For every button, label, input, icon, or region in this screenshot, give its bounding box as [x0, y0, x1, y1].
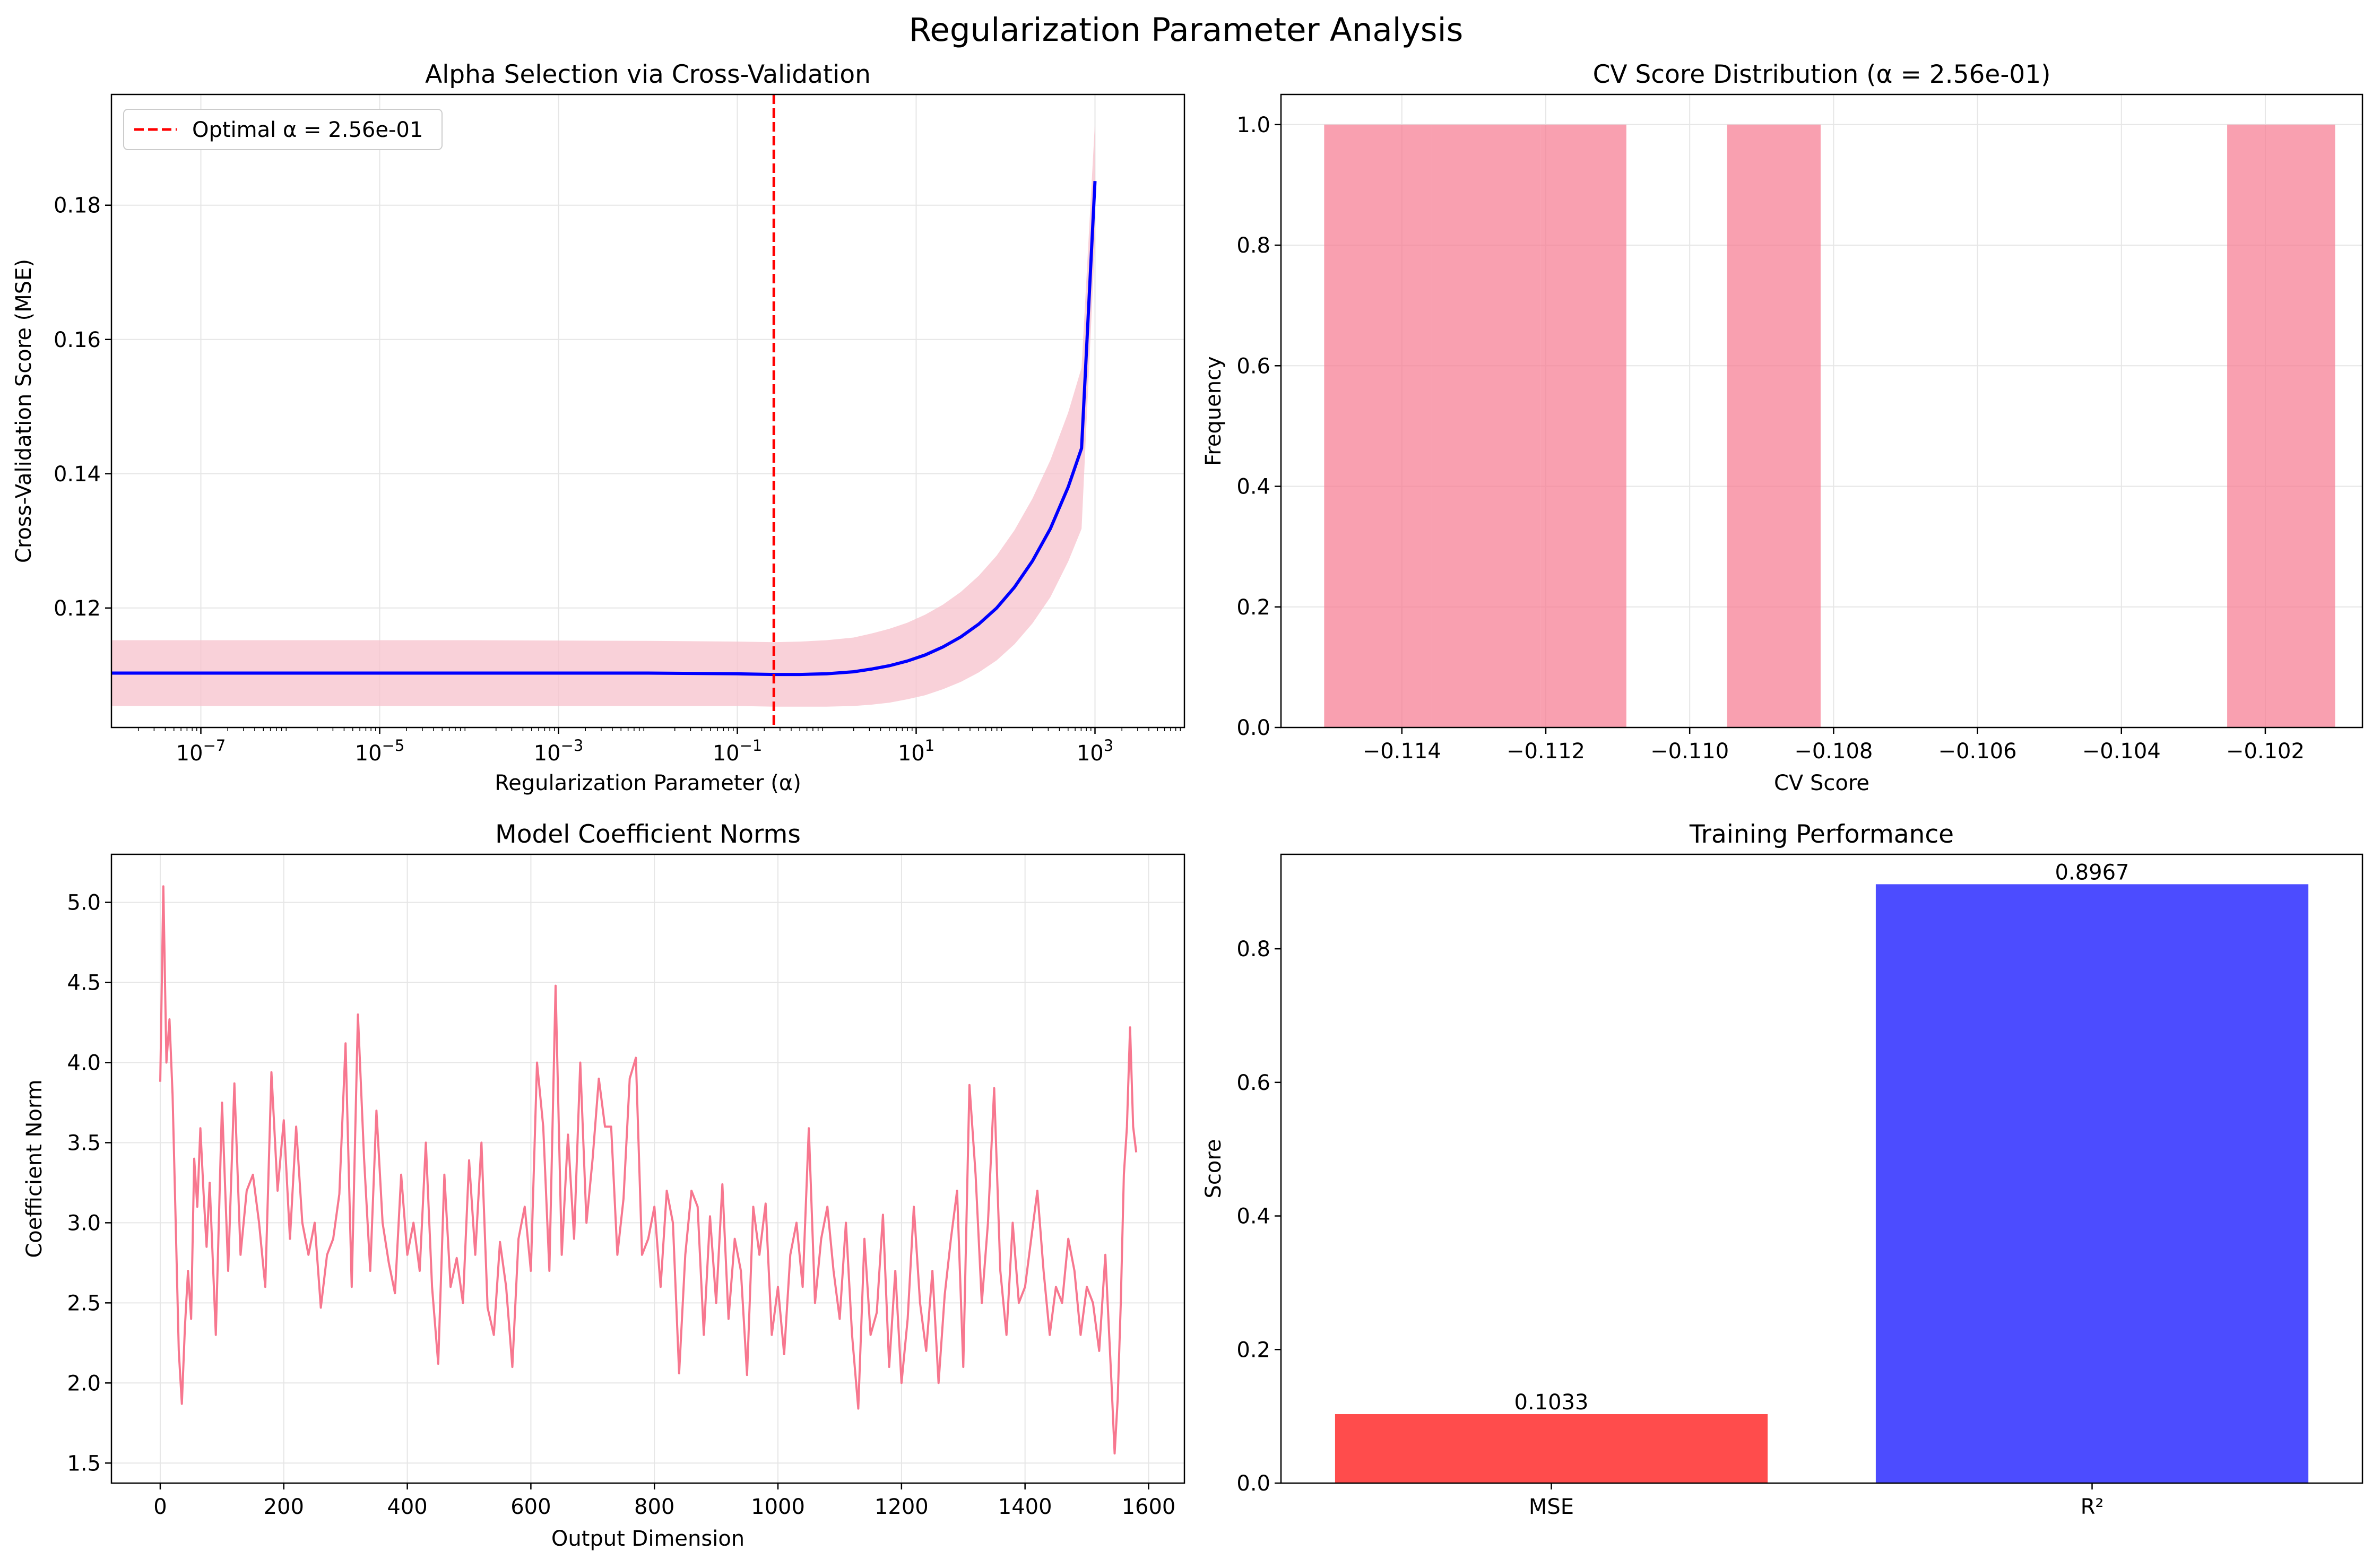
- hist-xtick-label: −0.112: [1507, 739, 1585, 764]
- perf-axes-frame: [1280, 853, 2364, 1484]
- alpha-ylabel: Cross-Validation Score (MSE): [12, 259, 36, 563]
- perf-ylabel: Score: [1201, 1139, 1226, 1198]
- norms-ytick-label: 4.5: [67, 971, 101, 995]
- panel-cv-distribution: −0.114 −0.112 −0.110 −0.108 −0.106 −0.104 −0.1…: [1201, 60, 2364, 795]
- norms-xtick-label: 1000: [751, 1495, 805, 1519]
- perf-ytick-label: 0.2: [1236, 1338, 1270, 1362]
- hist-ytick-label: 0.4: [1236, 475, 1270, 499]
- norms-ytick-label: 2.0: [67, 1371, 101, 1396]
- hist-ytick-label: 0.6: [1236, 354, 1270, 378]
- hist-ytick-label: 0.2: [1236, 595, 1270, 620]
- alpha-xtick-label: 10−3: [534, 737, 584, 766]
- norms-line: [159, 885, 1138, 1455]
- hist-bar: [1324, 124, 1432, 727]
- hist-xlabel: CV Score: [1774, 771, 1869, 795]
- norms-axes-frame: [110, 853, 1185, 1484]
- perf-ytick-label: 0.6: [1236, 1071, 1270, 1095]
- norms-ytick-label: 5.0: [67, 891, 101, 915]
- hist-bar: [1432, 124, 1540, 727]
- norms-xtick-label: 1600: [1122, 1495, 1176, 1519]
- alpha-legend-box: [123, 109, 443, 150]
- hist-xtick-label: −0.110: [1650, 739, 1729, 764]
- alpha-axes-frame: [110, 93, 1185, 729]
- alpha-title: Alpha Selection via Cross-Validation: [425, 60, 871, 89]
- hist-xtick-label: −0.104: [2082, 739, 2161, 764]
- alpha-ytick-label: 0.16: [54, 328, 101, 352]
- alpha-xtick-label: 10−1: [713, 737, 763, 766]
- perf-bar-0: [1335, 1414, 1768, 1483]
- norms-xtick-label: 800: [634, 1495, 674, 1519]
- perf-bar-value-label: 0.1033: [1514, 1390, 1589, 1415]
- norms-xtick-label: 200: [264, 1495, 304, 1519]
- hist-axes-frame: [1280, 93, 2364, 729]
- perf-ytick-label: 0.4: [1236, 1205, 1270, 1229]
- alpha-ytick-label: 0.18: [54, 194, 101, 218]
- hist-bar: [1540, 124, 1626, 727]
- panel-coefficient-norms: 0 200 400 600 800 1000 1200 1400 1600 1.5 2.0 2.5 3.…: [22, 820, 1185, 1551]
- perf-ytick-label: 0.0: [1236, 1471, 1270, 1496]
- alpha-legend-label: Optimal α = 2.56e-01: [192, 118, 423, 142]
- hist-ytick-label: 0.8: [1236, 233, 1270, 258]
- norms-ytick-label: 3.5: [67, 1131, 101, 1155]
- alpha-cv-std-band: [111, 121, 1095, 707]
- norms-ytick-label: 4.0: [67, 1051, 101, 1075]
- hist-ytick-label: 1.0: [1236, 113, 1270, 137]
- figure-suptitle: Regularization Parameter Analysis: [909, 11, 1464, 49]
- alpha-ytick-label: 0.12: [54, 596, 101, 621]
- alpha-xtick-label: 103: [1077, 737, 1113, 766]
- alpha-xtick-label: 10−5: [355, 737, 405, 766]
- hist-ylabel: Frequency: [1201, 356, 1226, 466]
- hist-bar: [1727, 124, 1821, 727]
- norms-ylabel: Coefficient Norm: [22, 1079, 47, 1258]
- panel-training-performance: 0.0 0.2 0.4 0.6 0.8 0.1033 MSE 0.8967 R² Training…: [1201, 820, 2364, 1519]
- hist-xtick-label: −0.114: [1363, 739, 1441, 764]
- panel-alpha-selection: 10−7 10−5 10−3 10−1 101 103 0.12 0.14 0.16 0.18 Op…: [12, 60, 1185, 795]
- norms-ytick-label: 1.5: [67, 1451, 101, 1476]
- alpha-cv-mse-line: [111, 181, 1097, 677]
- perf-xtick-label: MSE: [1529, 1495, 1574, 1519]
- hist-bar: [2227, 124, 2335, 727]
- norms-xtick-label: 400: [387, 1495, 427, 1519]
- norms-ytick-label: 3.0: [67, 1211, 101, 1235]
- hist-xtick-label: −0.108: [1794, 739, 1873, 764]
- perf-bar-value-label: 0.8967: [2055, 860, 2129, 885]
- alpha-ytick-label: 0.14: [54, 462, 101, 487]
- hist-xtick-label: −0.106: [1938, 739, 2017, 764]
- perf-bar-1: [1875, 884, 2309, 1483]
- perf-title: Training Performance: [1689, 820, 1954, 849]
- norms-title: Model Coefficient Norms: [495, 820, 801, 849]
- hist-xtick-label: −0.102: [2226, 739, 2305, 764]
- perf-ytick-label: 0.8: [1236, 937, 1270, 961]
- norms-xtick-label: 1200: [875, 1495, 929, 1519]
- hist-ytick-label: 0.0: [1236, 716, 1270, 740]
- panels: 10−7 10−5 10−3 10−1 101 103 0.12 0.14 0.16 0.18 Op…: [12, 60, 2364, 1551]
- norms-xtick-label: 600: [510, 1495, 551, 1519]
- alpha-xtick-label: 10−7: [176, 737, 226, 766]
- norms-xtick-label: 0: [153, 1495, 167, 1519]
- norms-ytick-label: 2.5: [67, 1291, 101, 1315]
- norms-xtick-label: 1400: [998, 1495, 1052, 1519]
- norms-xlabel: Output Dimension: [551, 1527, 745, 1551]
- perf-xtick-label: R²: [2081, 1495, 2104, 1519]
- hist-title: CV Score Distribution (α = 2.56e-01): [1593, 60, 2051, 89]
- alpha-xtick-label: 101: [898, 737, 934, 766]
- alpha-xlabel: Regularization Parameter (α): [495, 771, 801, 795]
- alpha-legend: Optimal α = 2.56e-01: [123, 109, 443, 150]
